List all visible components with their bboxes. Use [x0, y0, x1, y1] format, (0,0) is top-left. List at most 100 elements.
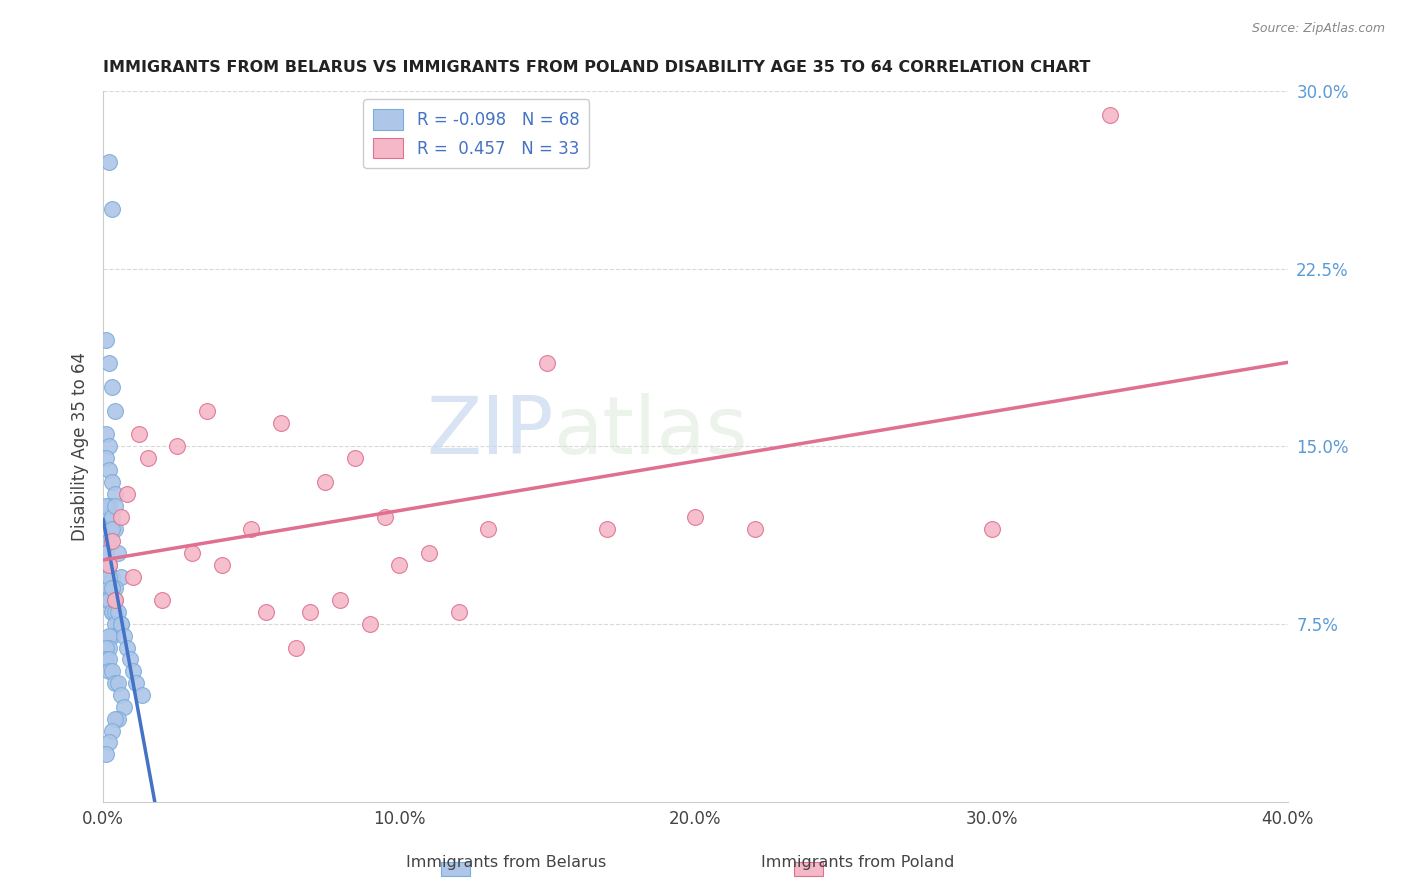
Point: [744, 522, 766, 536]
Point: [104, 605, 127, 619]
Point: [98, 652, 121, 666]
Point: [110, 617, 132, 632]
Point: [104, 404, 127, 418]
Point: [104, 593, 127, 607]
Point: [314, 475, 336, 489]
Point: [104, 486, 127, 500]
Point: [181, 546, 204, 560]
Point: [115, 486, 138, 500]
Point: [98, 463, 121, 477]
Point: [118, 652, 141, 666]
Point: [101, 202, 124, 217]
Point: [595, 522, 617, 536]
Point: [254, 605, 277, 619]
Point: [104, 522, 127, 536]
Text: IMMIGRANTS FROM BELARUS VS IMMIGRANTS FROM POLAND DISABILITY AGE 35 TO 64 CORREL: IMMIGRANTS FROM BELARUS VS IMMIGRANTS FR…: [103, 60, 1091, 75]
Point: [101, 582, 124, 596]
Point: [418, 546, 440, 560]
Point: [110, 688, 132, 702]
Point: [1099, 108, 1122, 122]
Point: [299, 605, 322, 619]
Point: [98, 155, 121, 169]
Point: [536, 356, 558, 370]
Point: [94, 333, 117, 347]
Point: [94, 451, 117, 466]
Point: [101, 380, 124, 394]
Point: [110, 617, 132, 632]
Point: [101, 723, 124, 738]
Point: [98, 439, 121, 453]
Point: [150, 593, 173, 607]
Point: [240, 522, 263, 536]
Text: Source: ZipAtlas.com: Source: ZipAtlas.com: [1251, 22, 1385, 36]
Point: [98, 569, 121, 583]
Point: [195, 404, 218, 418]
Point: [94, 640, 117, 655]
Point: [98, 558, 121, 572]
Point: [94, 546, 117, 560]
Point: [94, 593, 117, 607]
Point: [128, 427, 150, 442]
Point: [98, 593, 121, 607]
Point: [101, 629, 124, 643]
Text: Immigrants from Belarus: Immigrants from Belarus: [406, 855, 606, 870]
Point: [343, 451, 366, 466]
Point: [104, 593, 127, 607]
Point: [98, 558, 121, 572]
Point: [166, 439, 188, 453]
Point: [101, 522, 124, 536]
Point: [284, 640, 307, 655]
Point: [98, 558, 121, 572]
Point: [101, 582, 124, 596]
Point: [104, 617, 127, 632]
Point: [211, 558, 233, 572]
Legend: R = -0.098   N = 68, R =  0.457   N = 33: R = -0.098 N = 68, R = 0.457 N = 33: [363, 99, 589, 169]
Point: [94, 427, 117, 442]
Point: [101, 475, 124, 489]
Point: [98, 665, 121, 679]
Point: [388, 558, 411, 572]
Point: [115, 640, 138, 655]
Point: [98, 735, 121, 749]
Point: [125, 676, 148, 690]
Point: [329, 593, 352, 607]
Point: [107, 712, 129, 726]
Point: [98, 629, 121, 643]
Point: [107, 617, 129, 632]
Point: [270, 416, 292, 430]
Point: [101, 569, 124, 583]
Point: [94, 546, 117, 560]
Point: [104, 676, 127, 690]
Point: [110, 569, 132, 583]
Point: [112, 629, 135, 643]
Point: [121, 569, 143, 583]
Point: [104, 499, 127, 513]
Point: [112, 699, 135, 714]
Point: [94, 510, 117, 524]
Point: [94, 499, 117, 513]
Point: [373, 510, 395, 524]
Point: [94, 546, 117, 560]
Point: [101, 605, 124, 619]
Point: [107, 605, 129, 619]
Point: [94, 747, 117, 762]
Point: [101, 510, 124, 524]
Point: [98, 356, 121, 370]
Y-axis label: Disability Age 35 to 64: Disability Age 35 to 64: [72, 351, 89, 541]
Point: [447, 605, 470, 619]
Point: [101, 605, 124, 619]
Point: [685, 510, 707, 524]
Point: [131, 688, 153, 702]
Text: Immigrants from Poland: Immigrants from Poland: [761, 855, 955, 870]
Text: ZIP: ZIP: [426, 393, 554, 471]
Point: [359, 617, 381, 632]
Point: [110, 510, 132, 524]
Point: [107, 676, 129, 690]
Point: [101, 665, 124, 679]
Point: [980, 522, 1002, 536]
Point: [121, 665, 143, 679]
Text: atlas: atlas: [554, 393, 748, 471]
Point: [98, 499, 121, 513]
Point: [107, 546, 129, 560]
Point: [98, 534, 121, 549]
